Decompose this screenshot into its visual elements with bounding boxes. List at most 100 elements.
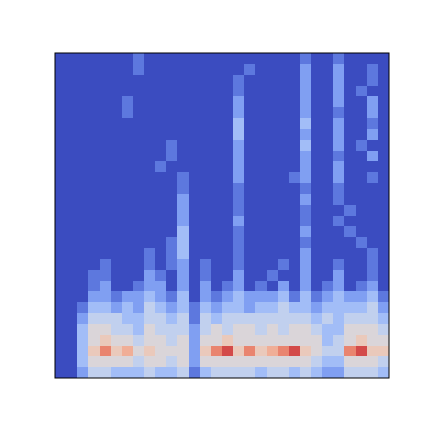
- heatmap-cell: [244, 237, 256, 248]
- heatmap-cell: [66, 118, 78, 129]
- heatmap-cell: [155, 96, 167, 107]
- heatmap-cell: [222, 259, 234, 270]
- heatmap-cell: [267, 161, 279, 172]
- heatmap-cell: [344, 172, 356, 183]
- heatmap-cell: [356, 324, 368, 335]
- heatmap-cell: [367, 346, 379, 357]
- heatmap-cell: [267, 356, 279, 367]
- heatmap-cell: [144, 118, 156, 129]
- heatmap-cell: [133, 346, 145, 357]
- heatmap-cell: [200, 259, 212, 270]
- heatmap-cell: [244, 335, 256, 346]
- heatmap-cell: [278, 226, 290, 237]
- heatmap-cell: [144, 346, 156, 357]
- heatmap-cell: [200, 183, 212, 194]
- heatmap-cell: [356, 302, 368, 313]
- heatmap-cell: [55, 161, 67, 172]
- heatmap-cell: [166, 194, 178, 205]
- heatmap-cell: [166, 53, 178, 64]
- heatmap-cell: [300, 270, 312, 281]
- heatmap-cell: [189, 270, 201, 281]
- heatmap-cell: [200, 237, 212, 248]
- heatmap-cell: [200, 140, 212, 151]
- heatmap-cell: [122, 259, 134, 270]
- heatmap-cell: [233, 281, 245, 292]
- heatmap-cell: [122, 291, 134, 302]
- heatmap-cell: [100, 96, 112, 107]
- heatmap-cell: [66, 313, 78, 324]
- heatmap-cell: [367, 291, 379, 302]
- heatmap-cell: [222, 86, 234, 97]
- heatmap-cell: [211, 313, 223, 324]
- heatmap-cell: [367, 281, 379, 292]
- heatmap-cell: [311, 205, 323, 216]
- heatmap-cell: [122, 205, 134, 216]
- heatmap-cell: [66, 324, 78, 335]
- heatmap-cell: [88, 356, 100, 367]
- heatmap-cell: [177, 107, 189, 118]
- heatmap-cell: [66, 237, 78, 248]
- heatmap-cell: [88, 75, 100, 86]
- heatmap-cell: [244, 205, 256, 216]
- heatmap-cell: [88, 302, 100, 313]
- heatmap-cell: [289, 96, 301, 107]
- heatmap-cell: [278, 356, 290, 367]
- heatmap-cell: [300, 205, 312, 216]
- heatmap-cell: [367, 324, 379, 335]
- heatmap-cell: [55, 172, 67, 183]
- heatmap-cell: [177, 205, 189, 216]
- heatmap-cell: [233, 107, 245, 118]
- heatmap-cell: [367, 129, 379, 140]
- heatmap-cell: [133, 194, 145, 205]
- heatmap-cell: [111, 335, 123, 346]
- heatmap-cell: [278, 53, 290, 64]
- heatmap-cell: [378, 140, 389, 151]
- heatmap-cell: [356, 75, 368, 86]
- heatmap-cell: [289, 335, 301, 346]
- heatmap-cell: [189, 96, 201, 107]
- heatmap-cell: [100, 281, 112, 292]
- heatmap-cell: [255, 302, 267, 313]
- heatmap-cell: [133, 216, 145, 227]
- heatmap-cell: [55, 291, 67, 302]
- heatmap-cell: [278, 302, 290, 313]
- heatmap-cell: [144, 183, 156, 194]
- heatmap-cell: [88, 216, 100, 227]
- heatmap-cell: [367, 237, 379, 248]
- heatmap-cell: [155, 172, 167, 183]
- heatmap-cell: [55, 248, 67, 259]
- heatmap-cell: [155, 118, 167, 129]
- heatmap-cell: [356, 129, 368, 140]
- heatmap-cell: [55, 53, 67, 64]
- heatmap-cell: [100, 183, 112, 194]
- heatmap-cell: [77, 291, 89, 302]
- heatmap-cell: [122, 346, 134, 357]
- heatmap-cell: [166, 367, 178, 378]
- heatmap-cell: [189, 259, 201, 270]
- heatmap-cell: [177, 129, 189, 140]
- heatmap-cell: [66, 151, 78, 162]
- heatmap-cell: [200, 172, 212, 183]
- heatmap-cell: [77, 53, 89, 64]
- heatmap-cell: [244, 86, 256, 97]
- heatmap-cell: [100, 107, 112, 118]
- heatmap-cell: [155, 140, 167, 151]
- heatmap-cell: [356, 356, 368, 367]
- heatmap-cell: [267, 96, 279, 107]
- heatmap-cell: [155, 259, 167, 270]
- heatmap-cell: [88, 324, 100, 335]
- heatmap-cell: [66, 346, 78, 357]
- heatmap-cell: [122, 335, 134, 346]
- heatmap-cell: [77, 86, 89, 97]
- heatmap-cell: [255, 356, 267, 367]
- heatmap-cell: [177, 75, 189, 86]
- heatmap-cell: [133, 367, 145, 378]
- heatmap-cell: [255, 270, 267, 281]
- heatmap-cell: [211, 64, 223, 75]
- heatmap-cell: [222, 194, 234, 205]
- heatmap-cell: [233, 324, 245, 335]
- heatmap-cell: [100, 335, 112, 346]
- heatmap-cell: [278, 183, 290, 194]
- heatmap-cell: [344, 324, 356, 335]
- heatmap-cell: [311, 107, 323, 118]
